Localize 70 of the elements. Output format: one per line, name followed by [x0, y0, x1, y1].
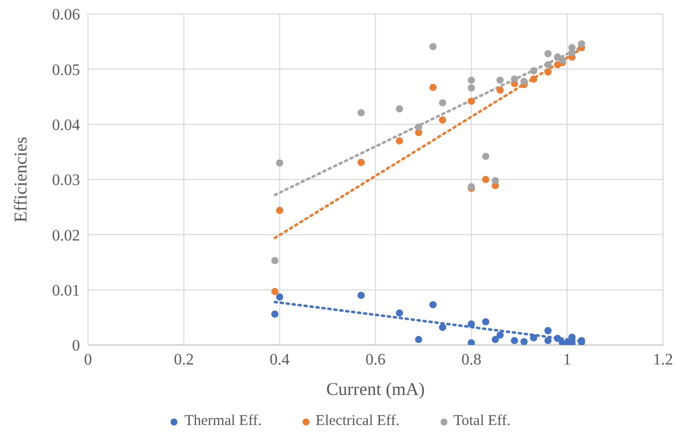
point [358, 109, 365, 116]
point [530, 334, 538, 342]
point [271, 256, 278, 264]
point [396, 105, 404, 112]
x-tick-label: 0.8 [461, 351, 482, 368]
point [271, 310, 278, 318]
point [510, 75, 518, 83]
x-tick-label: 1.2 [653, 351, 673, 368]
point [520, 338, 528, 345]
point [468, 98, 475, 105]
point [558, 56, 566, 64]
point [496, 86, 504, 94]
y-tick-label: 0 [72, 338, 80, 355]
point [578, 40, 586, 48]
y-tick-label: 0.06 [52, 6, 80, 24]
point [554, 334, 562, 342]
point [415, 336, 422, 344]
point [276, 206, 284, 214]
point [568, 49, 576, 56]
point [568, 334, 576, 341]
point [468, 320, 475, 328]
y-axis-title: Efficiencies [10, 136, 30, 222]
point [438, 324, 446, 331]
point [415, 123, 422, 131]
point [358, 292, 365, 299]
y-tick-label: 0.02 [52, 227, 80, 244]
y-tick-label: 0.05 [52, 62, 80, 79]
y-tick-label: 0.03 [52, 172, 80, 190]
point [544, 336, 552, 344]
x-tick-label: 0.2 [174, 351, 194, 368]
point [482, 176, 490, 184]
point [429, 301, 437, 308]
point [544, 50, 552, 58]
point [358, 158, 365, 166]
point [544, 61, 552, 68]
point [429, 84, 437, 91]
point [482, 152, 490, 160]
point [276, 159, 284, 167]
point [438, 116, 446, 124]
point [544, 327, 552, 334]
point [438, 99, 446, 106]
point [468, 84, 475, 92]
point [276, 293, 284, 301]
x-tick-label: 1 [563, 351, 572, 368]
point [510, 336, 518, 344]
y-tick-label: 0.04 [52, 117, 80, 134]
point [492, 336, 499, 344]
y-tick-label: 0.01 [52, 282, 80, 300]
point [396, 309, 404, 317]
point [429, 42, 437, 50]
legend-label: Total Eff. [454, 413, 511, 430]
point [271, 288, 278, 296]
point [520, 78, 528, 85]
legend-label: Thermal Eff. [184, 413, 262, 430]
x-tick-label: 0.6 [366, 351, 386, 368]
x-tick-label: 0.4 [270, 351, 290, 368]
point [530, 67, 538, 74]
point [492, 177, 499, 184]
point [496, 76, 504, 84]
legend-label: Electrical Eff. [316, 413, 400, 430]
x-tick-label: 0 [84, 351, 92, 368]
point [482, 318, 490, 326]
point [554, 53, 562, 61]
point [468, 339, 475, 345]
point [496, 331, 504, 339]
point [396, 137, 404, 144]
x-axis-title: Current (mA) [326, 379, 425, 399]
point [530, 75, 538, 83]
point [468, 76, 475, 84]
point [544, 68, 552, 76]
